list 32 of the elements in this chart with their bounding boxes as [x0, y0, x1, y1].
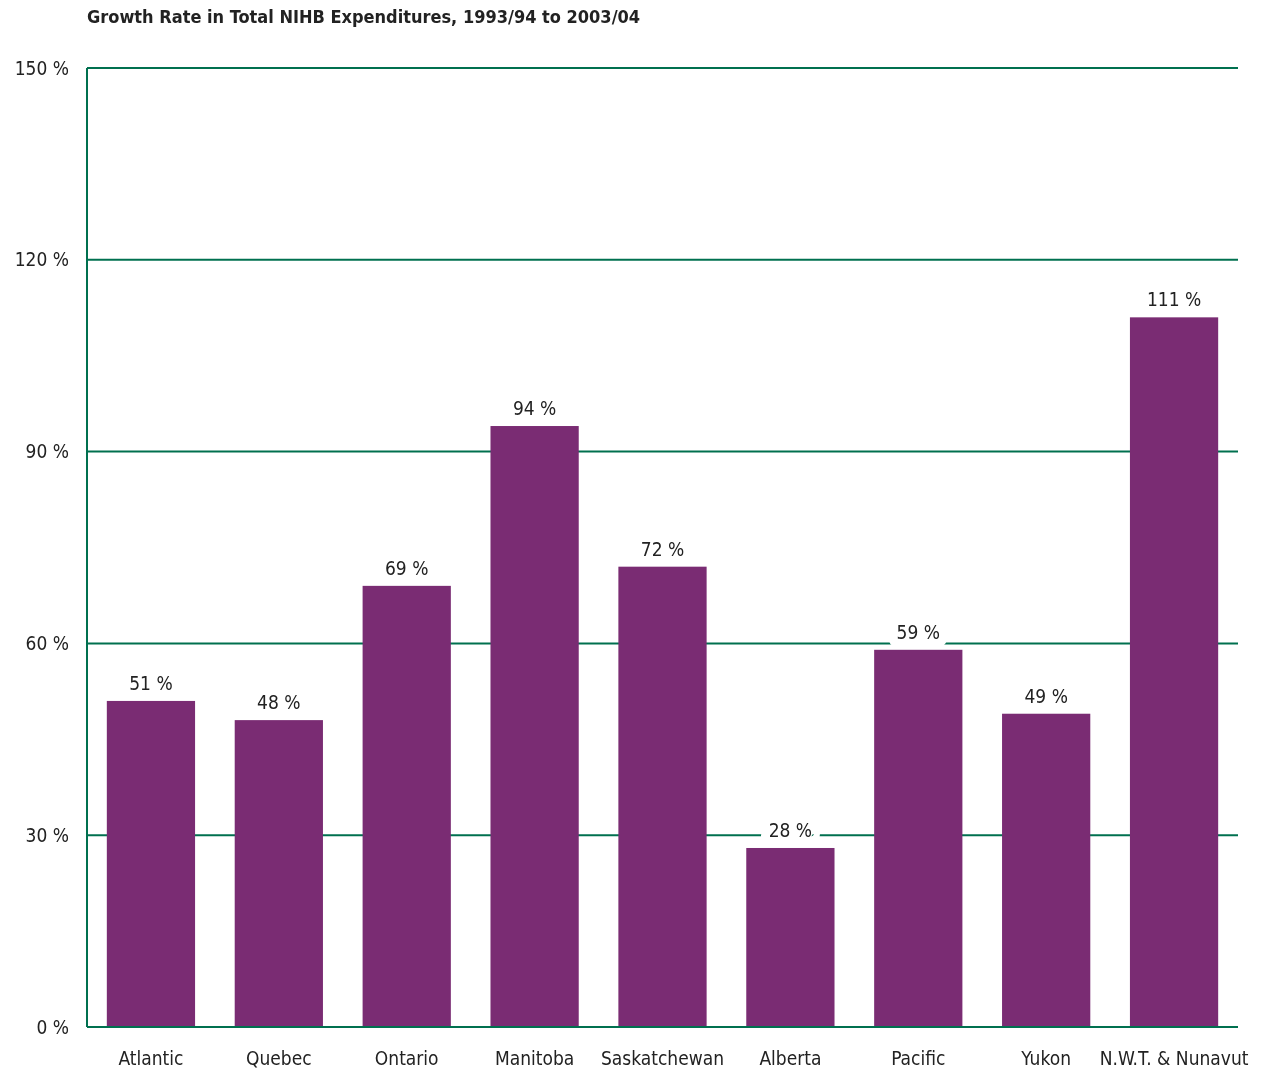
data-label: 51 % [129, 671, 173, 694]
data-label: 111 % [1146, 288, 1202, 311]
chart-title: Growth Rate in Total NIHB Expenditures, 1993/94 to 2003/04 [87, 6, 641, 27]
x-tick-label: Atlantic [118, 1047, 184, 1069]
x-tick-label: Yukon [1020, 1047, 1071, 1069]
y-tick-label: 90 % [25, 440, 69, 463]
bar [490, 426, 579, 1027]
y-tick-label: 60 % [25, 632, 69, 655]
y-tick-label: 0 % [36, 1015, 69, 1038]
x-tick-label: Alberta [759, 1047, 822, 1069]
bar [746, 847, 835, 1027]
bar [362, 585, 451, 1027]
x-tick-label: Pacific [891, 1047, 946, 1069]
y-tick-label: 30 % [25, 823, 69, 846]
data-label: 49 % [1024, 684, 1068, 707]
y-tick-label: 150 % [14, 56, 69, 79]
x-tick-label: Ontario [374, 1047, 439, 1069]
data-label: 94 % [512, 397, 557, 420]
x-tick-label: Manitoba [494, 1047, 575, 1069]
bar [618, 566, 707, 1027]
bar [1002, 713, 1091, 1027]
bar [874, 649, 963, 1027]
bar [1129, 317, 1219, 1027]
y-tick-label: 120 % [14, 248, 69, 271]
data-label: 48 % [257, 691, 301, 714]
data-label: 69 % [385, 556, 429, 579]
bar [234, 720, 323, 1027]
x-tick-label: Saskatchewan [600, 1047, 725, 1069]
data-label: 72 % [640, 537, 685, 560]
x-tick-label: Quebec [246, 1047, 312, 1069]
bar [106, 700, 196, 1027]
x-tick-label: N.W.T. & Nunavut [1099, 1047, 1249, 1069]
